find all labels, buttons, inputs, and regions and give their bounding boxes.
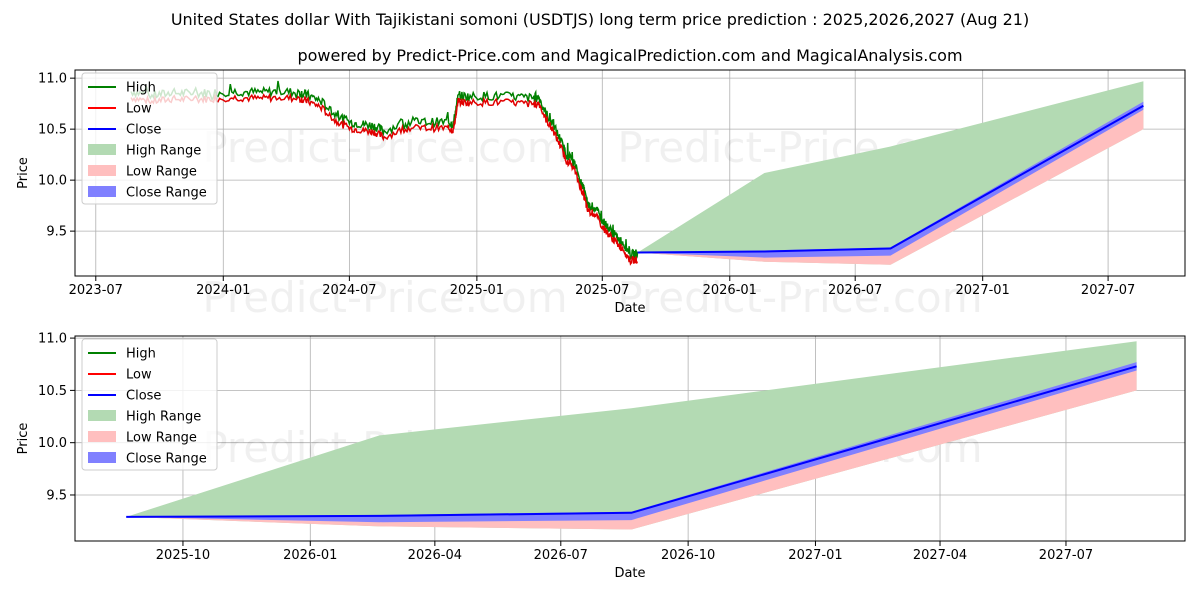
legend-label-low: Low [126,102,152,117]
x-tick-label: 2026-01 [283,548,337,563]
high-range-band [637,81,1144,265]
chart-subtitle: powered by Predict-Price.com and Magical… [297,46,962,65]
legend-swatch-high-range [88,410,116,421]
high-range-band [126,341,1137,530]
legend-swatch-close-range [88,186,116,197]
legend-swatch-close-range [88,452,116,463]
axes-frame [74,335,1186,542]
x-tick-label: 2027-01 [788,548,842,563]
axes-frame [74,69,1186,277]
watermark-text: Predict-Price.com [617,273,982,322]
close-forecast-line [126,365,1137,518]
x-tick-label: 2027-04 [913,548,967,563]
legend-label-close-range: Close Range [126,186,207,201]
x-tick-label: 2027-07 [1081,283,1135,298]
legend-label-low-range: Low Range [126,165,197,180]
legend-swatch-high-range [88,144,116,155]
legend-label-high-range: High Range [126,410,201,425]
series-group [126,341,1137,530]
watermark-text: Predict-Price.com [202,123,567,172]
legend-label-high: High [126,81,156,96]
x-tick-label: 2024-07 [322,283,376,298]
x-tick-label: 2027-07 [1039,548,1093,563]
x-axis-label: Date [614,301,645,316]
legend-label-low-range: Low Range [126,431,197,446]
y-axis-label: Price [16,423,31,455]
y-tick-label: 10.5 [38,384,67,399]
x-tick-label: 2026-07 [534,548,588,563]
x-tick-label: 2026-04 [408,548,462,563]
y-tick-label: 10.0 [38,174,67,189]
x-tick-label: 2023-07 [69,283,123,298]
legend-label-close: Close [126,389,161,404]
legend-label-close: Close [126,123,161,138]
legend-label-low: Low [126,368,152,383]
watermark-text: Predict-Price.com [202,273,567,322]
y-tick-label: 10.0 [38,436,67,451]
y-axis-label: Price [16,157,31,189]
x-axis-label: Date [614,566,645,581]
series-group [130,80,1144,266]
low-history-line [130,92,639,266]
y-tick-label: 11.0 [38,332,67,347]
legend-label-close-range: Close Range [126,452,207,467]
x-tick-label: 2025-10 [156,548,210,563]
high-history-line [130,80,639,261]
x-tick-label: 2025-01 [450,283,504,298]
legend-swatch-low-range [88,431,116,442]
x-tick-label: 2026-10 [661,548,715,563]
chart-title: United States dollar With Tajikistani so… [171,10,1029,29]
x-tick-label: 2025-07 [575,283,629,298]
y-tick-label: 11.0 [38,72,67,87]
x-tick-label: 2026-01 [703,283,757,298]
x-tick-label: 2027-01 [956,283,1010,298]
legend-label-high-range: High Range [126,144,201,159]
legend-label-high: High [126,347,156,362]
legend-swatch-low-range [88,165,116,176]
close-forecast-line [637,104,1144,254]
top-panel: Predict-Price.com Predict-Price.com Predic… [16,69,1186,322]
bottom-panel: Predict-Price.comPredict-Price.com2025-1… [16,332,1186,581]
x-tick-label: 2024-01 [196,283,250,298]
x-tick-label: 2026-07 [828,283,882,298]
y-tick-label: 9.5 [46,488,67,503]
y-tick-label: 9.5 [46,225,67,240]
y-tick-label: 10.5 [38,123,67,138]
